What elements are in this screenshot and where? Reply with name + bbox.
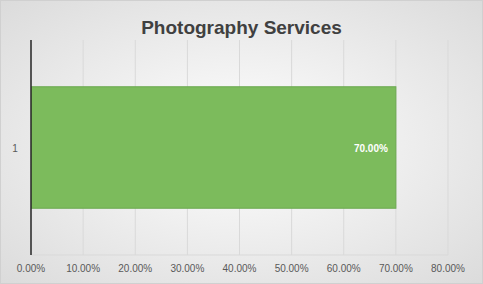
- tick-label: 70.00%: [379, 263, 413, 274]
- grid-line: [448, 40, 449, 255]
- tick-label: 10.00%: [66, 263, 100, 274]
- bars: [31, 87, 396, 208]
- tick-label: 50.00%: [275, 263, 309, 274]
- chart-svg: Photography Services 0.00% 10.00% 20.00% 30.…: [0, 0, 483, 284]
- data-label: 70.00%: [354, 143, 388, 154]
- background: [1, 1, 483, 284]
- category-label: 1: [12, 143, 18, 154]
- tick-label: 30.00%: [170, 263, 204, 274]
- tick-label: 60.00%: [327, 263, 361, 274]
- tick-label: 0.00%: [17, 263, 45, 274]
- bar: [31, 87, 396, 208]
- tick-label: 80.00%: [431, 263, 465, 274]
- tick-label: 40.00%: [223, 263, 257, 274]
- grid-line: [31, 40, 32, 255]
- chart-container: Photography Services 0.00% 10.00% 20.00% 30.…: [0, 0, 483, 284]
- y-axis-line: [30, 40, 32, 255]
- tick-label: 20.00%: [118, 263, 152, 274]
- title: Photography Services: [141, 17, 342, 38]
- x-axis-line: [31, 255, 448, 256]
